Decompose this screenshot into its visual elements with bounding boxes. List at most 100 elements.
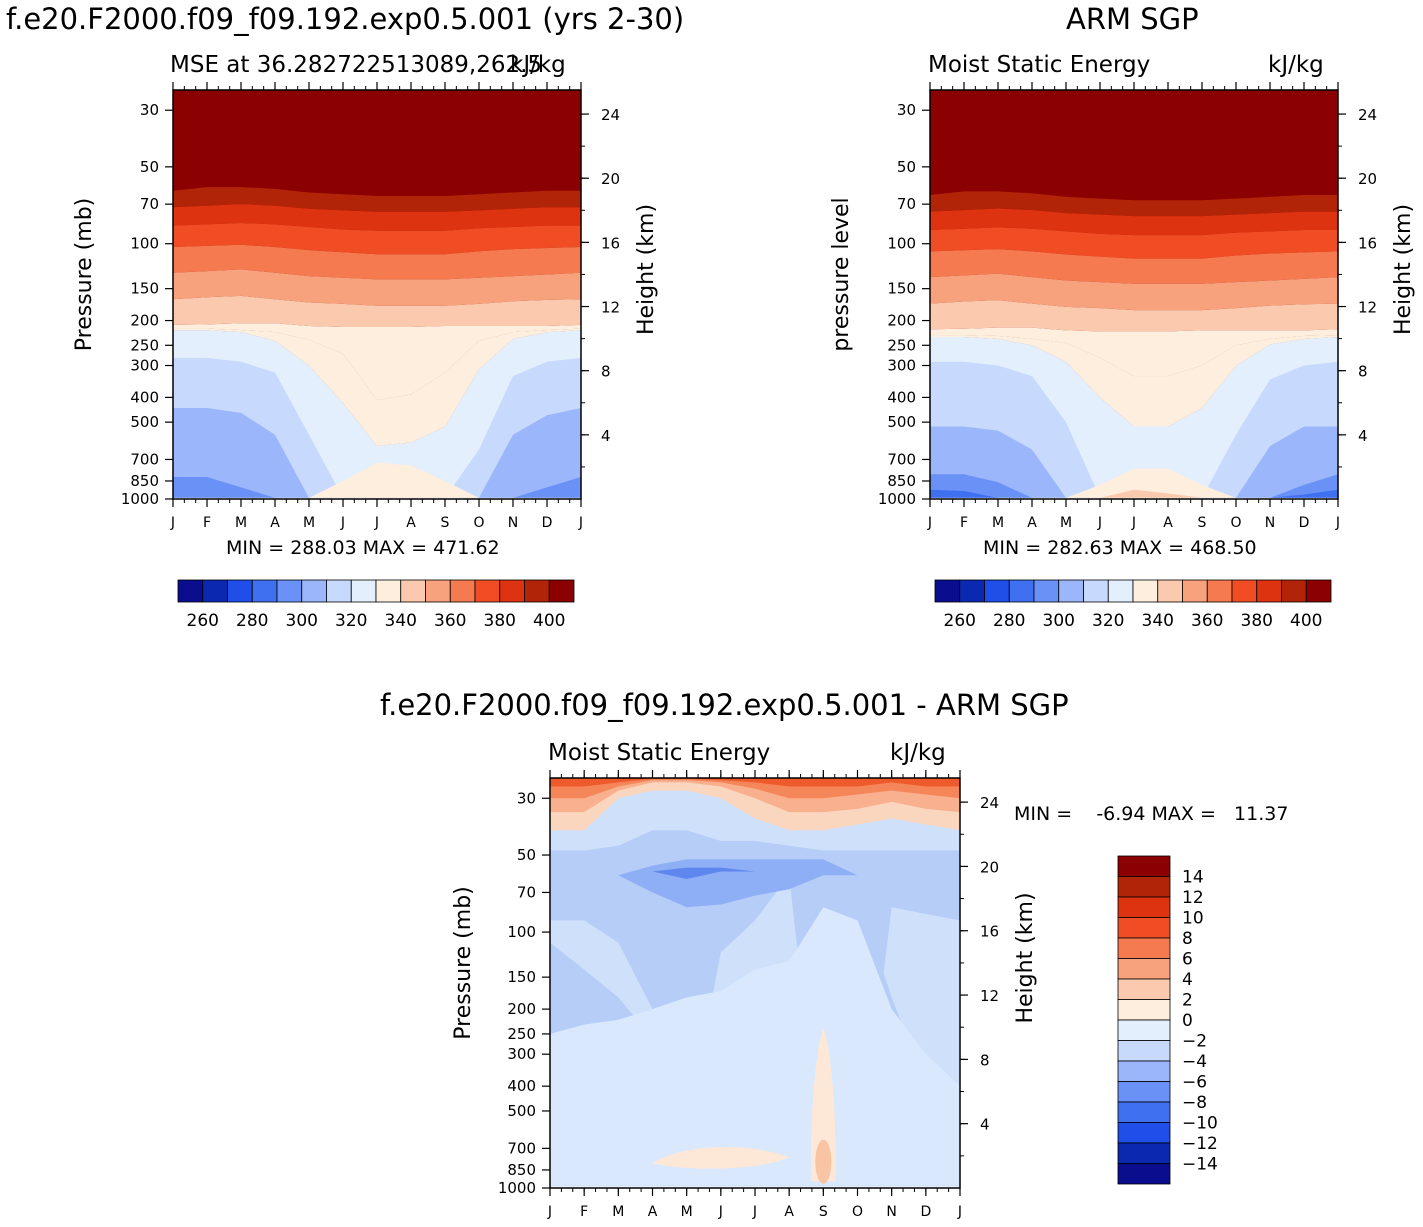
colorbar-label: 300 bbox=[286, 611, 318, 631]
x-tick-label: O bbox=[852, 1204, 863, 1220]
diff-summer-patch bbox=[652, 1147, 790, 1169]
colorbar-swatch bbox=[959, 579, 985, 603]
diff-colorbar-label: 12 bbox=[1182, 888, 1204, 908]
y-tick-label: 1000 bbox=[498, 1179, 536, 1197]
y-tick-label: 850 bbox=[887, 472, 916, 490]
y2-tick-label: 16 bbox=[1358, 234, 1377, 252]
y2-tick-label: 4 bbox=[601, 427, 611, 445]
x-tick-label: A bbox=[784, 1204, 794, 1220]
colorbar-swatch bbox=[474, 579, 501, 603]
diff-colorbar-swatch bbox=[1117, 1163, 1171, 1185]
y2-tick-label: 24 bbox=[980, 794, 999, 812]
colorbar-swatch bbox=[177, 579, 204, 603]
colorbar-label: 360 bbox=[1191, 611, 1223, 631]
contour-band bbox=[930, 208, 1338, 236]
model-panel-units: kJ/kg bbox=[510, 52, 566, 78]
bottom-figure-title: f.e20.F2000.f09_f09.192.exp0.5.001 - ARM… bbox=[380, 688, 1069, 722]
x-tick-label: A bbox=[1163, 515, 1173, 531]
y-tick-label: 850 bbox=[130, 472, 159, 490]
y-tick-label: 150 bbox=[130, 280, 159, 298]
diff-colorbar-swatch bbox=[1117, 1122, 1171, 1144]
y2-tick-label: 8 bbox=[601, 363, 611, 381]
y-tick-label: 70 bbox=[517, 883, 536, 901]
summer-surface-core bbox=[930, 489, 1338, 498]
diff-light-zone bbox=[550, 907, 960, 1186]
colorbar-label: 280 bbox=[236, 611, 268, 631]
y-tick-label: 400 bbox=[507, 1077, 536, 1095]
x-tick-label: M bbox=[681, 1204, 693, 1220]
y-tick-label: 250 bbox=[130, 336, 159, 354]
y-tick-label: 200 bbox=[507, 1000, 536, 1018]
x-tick-label: M bbox=[1060, 515, 1072, 531]
diff-colorbar-label: 14 bbox=[1182, 868, 1204, 888]
x-tick-label: D bbox=[920, 1204, 931, 1220]
y-tick-label: 70 bbox=[140, 195, 159, 213]
x-tick-label: A bbox=[648, 1204, 658, 1220]
y-tick-label: 50 bbox=[140, 158, 159, 176]
x-tick-label: F bbox=[580, 1204, 588, 1220]
x-tick-label: J bbox=[340, 515, 345, 531]
contour-band bbox=[173, 323, 581, 401]
colorbar-label: 340 bbox=[385, 611, 417, 631]
contour-band bbox=[930, 191, 1338, 217]
colorbar-swatch bbox=[548, 579, 575, 603]
colorbar-swatch bbox=[251, 579, 278, 603]
colorbar-swatch bbox=[1008, 579, 1035, 603]
colorbar-swatch bbox=[375, 579, 402, 603]
x-tick-label: J bbox=[1335, 515, 1340, 531]
y-axis-label: Pressure (mb) bbox=[72, 198, 97, 352]
colorbar-swatch bbox=[1305, 579, 1332, 603]
x-tick-label: M bbox=[612, 1204, 624, 1220]
diff-colorbar-label: 10 bbox=[1182, 909, 1204, 929]
x-tick-label: J bbox=[547, 1204, 552, 1220]
diff-colorbar-swatch bbox=[1117, 1101, 1171, 1123]
diff-colorbar-swatch bbox=[1117, 1142, 1171, 1164]
diff-pos-top-4 bbox=[550, 778, 960, 787]
diff-colorbar-label: −2 bbox=[1182, 1032, 1207, 1052]
colorbar-swatch bbox=[984, 579, 1010, 603]
colorbar-swatch bbox=[276, 579, 303, 603]
colorbar-label: 300 bbox=[1043, 611, 1075, 631]
diff-colorbar-swatch bbox=[1117, 1060, 1171, 1082]
y2-tick-label: 20 bbox=[980, 858, 999, 876]
y-tick-label: 700 bbox=[130, 450, 159, 468]
colorbar-swatch bbox=[934, 579, 961, 603]
y2-axis-label: Height (km) bbox=[1391, 204, 1416, 335]
y-tick-label: 50 bbox=[897, 158, 916, 176]
y-tick-label: 500 bbox=[887, 413, 916, 431]
x-tick-label: J bbox=[957, 1204, 962, 1220]
diff-colorbar-swatch bbox=[1117, 917, 1171, 939]
contour-band bbox=[930, 227, 1338, 259]
colorbar-label: 400 bbox=[1290, 611, 1322, 631]
x-tick-label: A bbox=[270, 515, 280, 531]
y-tick-label: 200 bbox=[130, 312, 159, 330]
colorbar-swatch bbox=[1231, 579, 1258, 603]
x-tick-label: M bbox=[992, 515, 1004, 531]
summer-lobe-top bbox=[930, 335, 1338, 427]
x-tick-label: O bbox=[1230, 515, 1241, 531]
contour-band bbox=[173, 204, 581, 231]
colorbar-swatch bbox=[1058, 579, 1084, 603]
colorbar-swatch bbox=[1157, 579, 1183, 603]
contour-band bbox=[930, 327, 1338, 377]
colorbar-label: 380 bbox=[484, 611, 516, 631]
y-tick-label: 700 bbox=[507, 1139, 536, 1157]
colorbar-label: 400 bbox=[533, 611, 565, 631]
colorbar-label: 260 bbox=[944, 611, 976, 631]
y-tick-label: 150 bbox=[507, 968, 536, 986]
winter-band-2 bbox=[930, 426, 1338, 498]
diff-sept-column bbox=[811, 1029, 836, 1182]
x-tick-label: S bbox=[819, 1204, 828, 1220]
diff-colorbar-swatch bbox=[1117, 1081, 1171, 1103]
contour-band bbox=[173, 223, 581, 255]
y-tick-label: 500 bbox=[507, 1102, 536, 1120]
x-tick-label: F bbox=[203, 515, 211, 531]
x-tick-label: A bbox=[406, 515, 416, 531]
diff-colorbar-swatch bbox=[1117, 876, 1171, 898]
colorbar-swatch bbox=[400, 579, 426, 603]
x-tick-label: N bbox=[1265, 515, 1275, 531]
diff-colorbar-swatch bbox=[1117, 958, 1171, 980]
colorbar-label: 340 bbox=[1142, 611, 1174, 631]
x-tick-label: N bbox=[886, 1204, 896, 1220]
y2-tick-label: 16 bbox=[601, 234, 620, 252]
